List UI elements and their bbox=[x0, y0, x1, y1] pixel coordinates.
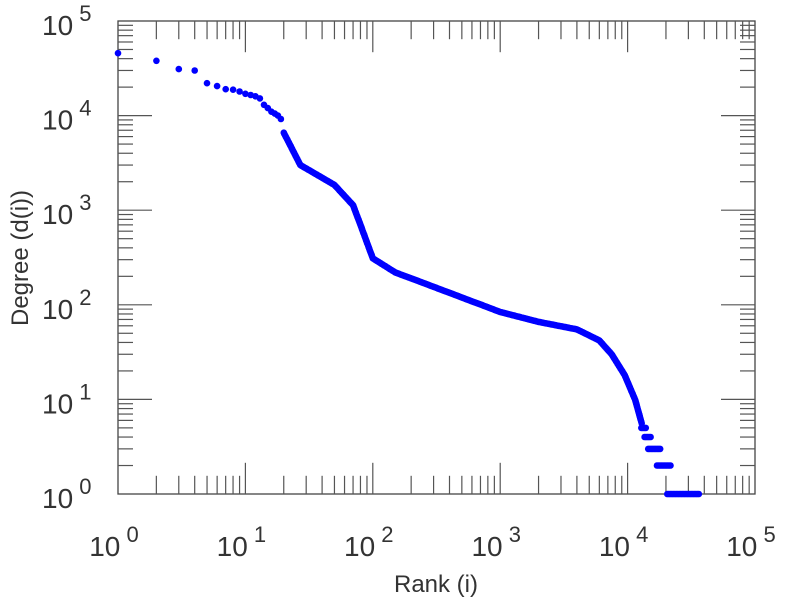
x-tick-labels: 10 0 10 1 10 2 10 3 10 4 10 5 bbox=[89, 522, 776, 562]
tick-exponent: 0 bbox=[73, 474, 91, 499]
data-point bbox=[229, 86, 237, 93]
tick-exponent: 1 bbox=[248, 522, 266, 547]
data-point bbox=[647, 433, 654, 441]
tick-base: 10 bbox=[726, 531, 757, 562]
data-point bbox=[667, 462, 674, 469]
tick-base: 10 bbox=[42, 294, 73, 325]
y-tick-label: 10 3 bbox=[42, 190, 92, 230]
tick-base: 10 bbox=[89, 531, 120, 562]
data-point bbox=[656, 445, 664, 453]
tick-base: 10 bbox=[42, 388, 73, 419]
x-tick-label: 10 0 bbox=[89, 522, 139, 562]
y-axis-label: Degree (d(i)) bbox=[7, 190, 34, 326]
x-axis-label: Rank (i) bbox=[394, 571, 478, 598]
x-tick-label: 10 2 bbox=[344, 522, 394, 562]
tick-exponent: 2 bbox=[73, 285, 91, 310]
data-point bbox=[191, 67, 198, 74]
x-tick-label: 10 3 bbox=[471, 522, 521, 562]
x-tick-label: 10 5 bbox=[726, 522, 776, 562]
axis-ticks bbox=[118, 21, 755, 494]
tick-exponent: 0 bbox=[120, 522, 138, 547]
data-point bbox=[642, 424, 650, 432]
y-tick-label: 10 4 bbox=[42, 96, 92, 136]
data-point bbox=[695, 490, 703, 498]
tick-base: 10 bbox=[42, 105, 73, 136]
y-tick-label: 10 2 bbox=[42, 285, 92, 325]
data-point bbox=[256, 95, 264, 102]
plot-frame bbox=[117, 20, 756, 495]
tick-exponent: 3 bbox=[73, 190, 91, 215]
data-point bbox=[203, 79, 211, 87]
tick-exponent: 4 bbox=[73, 96, 91, 121]
data-point bbox=[175, 65, 183, 73]
data-point bbox=[242, 90, 249, 98]
tick-base: 10 bbox=[217, 531, 248, 562]
tick-exponent: 1 bbox=[73, 379, 91, 404]
tick-exponent: 2 bbox=[375, 522, 393, 547]
tick-exponent: 5 bbox=[73, 1, 91, 26]
tick-base: 10 bbox=[344, 531, 375, 562]
y-tick-label: 10 1 bbox=[42, 379, 92, 419]
tick-base: 10 bbox=[42, 199, 73, 230]
data-point bbox=[213, 82, 221, 90]
tick-base: 10 bbox=[42, 10, 73, 41]
tick-exponent: 4 bbox=[630, 522, 648, 547]
tick-exponent: 5 bbox=[757, 522, 775, 547]
tick-base: 10 bbox=[471, 531, 502, 562]
y-tick-labels: 10 010 110 210 310 410 5 bbox=[42, 1, 92, 514]
y-tick-label: 10 5 bbox=[42, 1, 92, 41]
x-tick-label: 10 1 bbox=[217, 522, 267, 562]
tick-base: 10 bbox=[599, 531, 630, 562]
data-point bbox=[153, 57, 160, 65]
x-tick-label: 10 4 bbox=[599, 522, 649, 562]
data-point bbox=[236, 88, 243, 95]
data-point bbox=[277, 115, 285, 123]
y-tick-label: 10 0 bbox=[42, 474, 92, 514]
tick-exponent: 3 bbox=[503, 522, 521, 547]
data-points bbox=[114, 49, 703, 498]
tick-base: 10 bbox=[42, 483, 73, 514]
data-point bbox=[222, 85, 229, 93]
data-point bbox=[114, 49, 122, 57]
